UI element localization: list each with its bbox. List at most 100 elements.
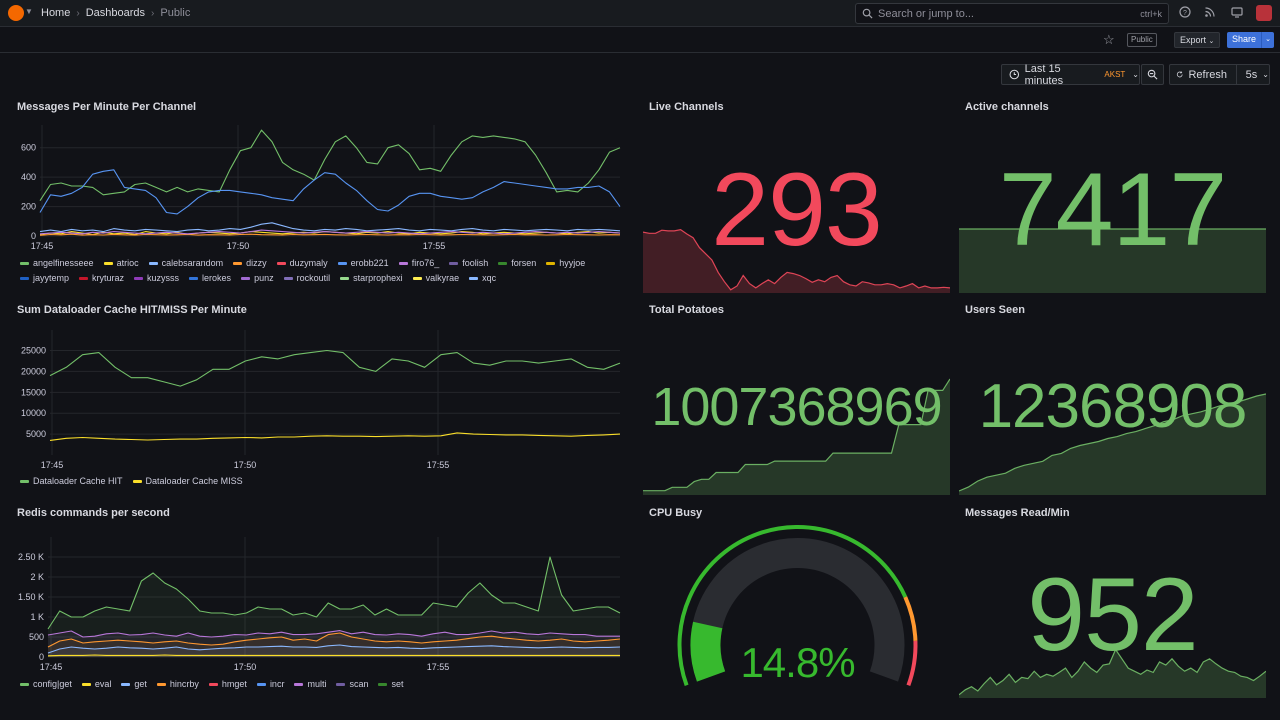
panel-title-live-channels[interactable]: Live Channels	[649, 101, 724, 113]
legend-swatch	[20, 479, 29, 483]
redis-commands-chart[interactable]: 0 500 1 K 1.50 K 2 K 2.50 K 17:45 17:50 17:55	[10, 535, 630, 675]
legend-item[interactable]: foolish	[449, 258, 488, 268]
legend-item[interactable]: Dataloader Cache MISS	[132, 476, 243, 486]
legend-item[interactable]: atrioc	[103, 258, 139, 268]
legend-item[interactable]: duzymaly	[276, 258, 328, 268]
legend-item[interactable]: erobb221	[337, 258, 389, 268]
legend-item[interactable]: jayytemp	[20, 273, 69, 283]
panel-title-dataloader[interactable]: Sum Dataloader Cache HIT/MISS Per Minute	[17, 304, 247, 316]
legend-label: multi	[307, 679, 327, 689]
sparkline-line	[643, 228, 950, 291]
legend-item[interactable]: eval	[81, 679, 112, 689]
legend-item[interactable]: lerokes	[189, 273, 231, 283]
refresh-button[interactable]: Refresh 5s ⌄	[1169, 64, 1270, 85]
legend-item[interactable]: Dataloader Cache HIT	[20, 476, 123, 486]
legend-item[interactable]: multi	[294, 679, 326, 689]
export-label: Export	[1180, 35, 1207, 45]
legend-swatch	[233, 261, 243, 265]
x-tick-label: 17:50	[227, 241, 250, 251]
series-line-hincrby	[47, 632, 621, 648]
sparkline-area	[959, 229, 1266, 293]
search-icon	[862, 8, 873, 19]
svg-text:?: ?	[1183, 10, 1187, 17]
legend-item[interactable]: starprophexi	[340, 273, 403, 283]
panel-title-total-potatoes[interactable]: Total Potatoes	[649, 304, 724, 316]
chevron-down-icon[interactable]: ▼	[25, 7, 33, 16]
dataloader-chart[interactable]: 5000 10000 15000 20000 25000 17:45 17:50 17:55	[10, 330, 630, 473]
live-channels-value: 293	[711, 152, 883, 268]
legend-item[interactable]: dizzy	[233, 258, 267, 268]
panel-title-redis[interactable]: Redis commands per second	[17, 507, 170, 519]
legend-swatch	[449, 261, 459, 265]
divider	[1236, 65, 1237, 84]
messages-per-minute-chart[interactable]: 0 200 400 600 17:45 17:50 17:55	[10, 125, 630, 255]
time-range-picker[interactable]: Last 15 minutes AKST ⌄	[1001, 63, 1140, 87]
panel-title-active-channels[interactable]: Active channels	[965, 101, 1049, 113]
legend-item[interactable]: scan	[336, 679, 368, 689]
search-input[interactable]: Search or jump to... ctrl+k	[855, 3, 1169, 24]
series-line-calebsarandom	[39, 222, 621, 233]
legend-item[interactable]: calebsarandom	[148, 258, 224, 268]
legend-item[interactable]: hyyjoe	[546, 258, 585, 268]
legend-label: forsen	[511, 258, 537, 268]
legend-item[interactable]: forsen	[498, 258, 536, 268]
series-area-get	[48, 645, 620, 657]
legend-label: kuzysss	[147, 273, 180, 283]
share-button[interactable]: Share	[1227, 32, 1262, 48]
legend-item[interactable]: get	[121, 679, 147, 689]
legend-item[interactable]: valkyrae	[412, 273, 459, 283]
legend-swatch	[340, 276, 350, 280]
legend-item[interactable]: angelfinesseee	[20, 258, 94, 268]
legend-item[interactable]: hincrby	[156, 679, 199, 689]
legend-swatch	[498, 261, 508, 265]
messages-read-value: 952	[1027, 557, 1199, 673]
breadcrumb-home[interactable]: Home	[41, 7, 71, 19]
zoom-out-button[interactable]	[1141, 64, 1164, 85]
chevron-right-icon: ›	[76, 7, 80, 19]
legend-item[interactable]: punz	[241, 273, 274, 283]
help-icon[interactable]: ?	[1178, 6, 1192, 20]
legend-label: xqc	[482, 273, 497, 283]
breadcrumb-dashboards[interactable]: Dashboards	[85, 7, 146, 19]
legend-item[interactable]: firo76_	[398, 258, 439, 268]
legend-swatch	[121, 682, 131, 686]
star-icon[interactable]: ☆	[1103, 32, 1115, 47]
share-menu-chevron-icon[interactable]: ⌄	[1261, 32, 1274, 48]
legend-label: calebsarandom	[161, 258, 224, 268]
legend-item[interactable]: hmget	[208, 679, 247, 689]
legend-item[interactable]: set	[378, 679, 404, 689]
y-tick-label: 15000	[21, 387, 46, 397]
series-line-multi	[47, 630, 620, 638]
public-badge: Public	[1127, 33, 1157, 47]
y-tick-label: 25000	[21, 346, 46, 356]
series-line-eval	[47, 654, 620, 657]
panel-title-messages-per-minute[interactable]: Messages Per Minute Per Channel	[17, 101, 197, 113]
legend-item[interactable]: incr	[256, 679, 284, 689]
legend-swatch	[256, 682, 266, 686]
panel-title-cpu-busy[interactable]: CPU Busy	[649, 507, 703, 519]
refresh-interval[interactable]: 5s	[1245, 68, 1258, 81]
legend-swatch	[276, 261, 286, 265]
legend-item[interactable]: kuzysss	[134, 273, 179, 283]
x-tick-label: 17:50	[234, 460, 257, 470]
x-tick-label: 17:55	[427, 460, 450, 470]
legend-item[interactable]: config|get	[20, 679, 72, 689]
legend-item[interactable]: xqc	[469, 273, 496, 283]
kiosk-monitor-icon[interactable]	[1230, 6, 1244, 20]
legend-label: eval	[94, 679, 112, 689]
users-seen-value: 12368908	[978, 372, 1248, 441]
legend-label: set	[391, 679, 404, 689]
grafana-logo-icon[interactable]	[8, 5, 24, 21]
panel-title-users-seen[interactable]: Users Seen	[965, 304, 1025, 316]
legend-swatch	[294, 682, 304, 686]
news-feed-icon[interactable]	[1203, 6, 1217, 20]
export-button[interactable]: Export ⌄	[1174, 32, 1221, 48]
panel-title-messages-read[interactable]: Messages Read/Min	[965, 507, 1070, 519]
legend-item[interactable]: rockoutil	[283, 273, 330, 283]
legend-item[interactable]: kryturaz	[79, 273, 124, 283]
gauge-threshold-orange	[903, 596, 918, 641]
top-nav-bar: ▼ Home › Dashboards › Public Search or j…	[0, 0, 1280, 27]
legend-swatch	[134, 276, 144, 280]
user-avatar[interactable]	[1256, 5, 1272, 21]
legend-label: erobb221	[350, 258, 389, 268]
